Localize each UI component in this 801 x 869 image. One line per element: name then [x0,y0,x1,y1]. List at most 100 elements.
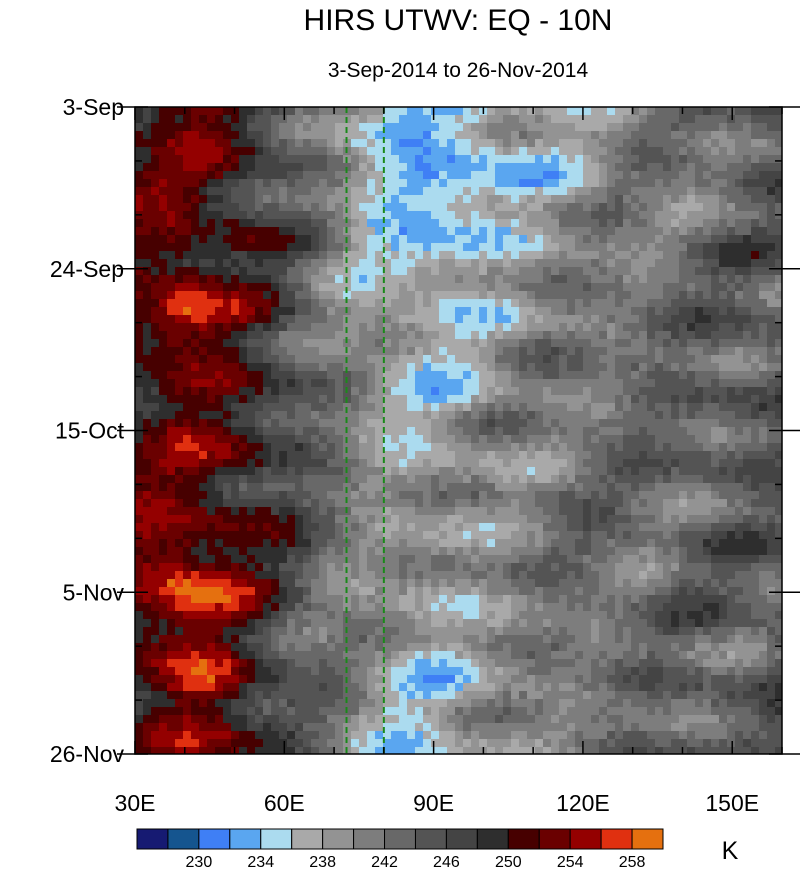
colorbar-swatch [291,828,324,850]
colorbar: 230 234 238 242 246 250 254 258 K [136,828,739,869]
field-row [135,259,782,268]
field-row [135,131,782,140]
axes: 30E 60E 90E 120E 150E 3-Sep 24-Sep 15-Oct 5-Nov 2… [50,94,800,816]
field-row [135,419,782,428]
field-row [135,251,782,260]
field-row [135,563,782,572]
field-row [135,627,782,636]
field-row [135,347,782,356]
field-row [135,739,782,748]
field-row [135,267,782,276]
field-row [135,187,782,196]
colorbar-swatch [260,828,293,850]
colorbar-swatch [384,828,416,850]
field-row [135,515,782,524]
field-row [135,339,782,348]
field-row [135,707,782,716]
field-row [135,427,782,436]
colorbar-swatch [600,828,633,850]
field-row [135,115,782,124]
field-row [135,387,782,396]
y-tick-label: 3-Sep [63,94,124,120]
field-row [135,363,782,372]
field-row [135,715,782,724]
colorbar-swatch [136,828,169,850]
field-row [135,467,782,476]
colorbar-label: 250 [495,854,522,869]
colorbar-units: K [722,837,739,865]
colorbar-label: 258 [619,854,646,869]
field-row [135,211,782,220]
chart-title: HIRS UTWV: EQ - 10N [304,4,613,37]
colorbar-label: 254 [557,854,584,869]
y-tick-label: 5-Nov [63,579,125,605]
field-row [135,731,782,740]
field-row [135,171,782,180]
colorbar-label: 234 [247,854,274,869]
field-row [135,491,782,500]
field-row [135,371,782,380]
field-row [135,643,782,652]
colorbar-swatch [569,828,602,850]
field-row [135,475,782,484]
field-row [135,395,782,404]
x-tick-label: 150E [705,790,759,816]
field-row [135,195,782,204]
field-row [135,507,782,516]
field-row [135,611,782,620]
colorbar-label: 246 [433,854,460,869]
x-tick-label: 90E [413,790,454,816]
field-row [135,659,782,668]
field-row [135,635,782,644]
field-row [135,147,782,156]
colorbar-swatch [167,828,200,850]
colorbar-label: 242 [371,854,398,869]
colorbar-swatch [353,828,386,850]
field-row [135,235,782,244]
field-row [135,531,782,540]
field-row [135,291,782,300]
colorbar-swatch [198,828,231,850]
field-row [135,299,782,308]
field-row [135,411,782,420]
field-row [135,355,782,364]
colorbar-swatch [476,828,509,850]
field-row [135,219,782,228]
field-row [135,331,782,340]
colorbar-swatch [229,828,262,850]
colorbar-label: 238 [309,854,336,869]
field-row [135,579,782,588]
x-tick-label: 30E [115,790,156,816]
colorbar-label: 230 [186,854,213,869]
field-row [135,435,782,444]
field-row [135,667,782,676]
field-row [135,571,782,580]
field-row [135,403,782,412]
reference-lines [345,107,385,754]
field-row [135,155,782,164]
y-tick-label: 26-Nov [50,741,125,767]
utwv-contour-field [135,107,782,754]
field-row [135,283,782,292]
field-row [135,523,782,532]
field-row [135,675,782,684]
colorbar-swatch [322,828,355,850]
colorbar-swatch [631,828,664,850]
field-row [135,307,782,316]
field-row [135,595,782,604]
field-row [135,139,782,148]
field-row [135,747,782,754]
field-row [135,243,782,252]
x-tick-label: 60E [264,790,305,816]
y-tick-label: 15-Oct [55,418,125,444]
field-row [135,699,782,708]
field-row [135,123,782,132]
colorbar-swatch [445,828,478,850]
field-row [135,691,782,700]
field-row [135,499,782,508]
field-row [135,587,782,596]
field-row [135,323,782,332]
colorbar-swatch [538,828,571,850]
field-row [135,651,782,660]
